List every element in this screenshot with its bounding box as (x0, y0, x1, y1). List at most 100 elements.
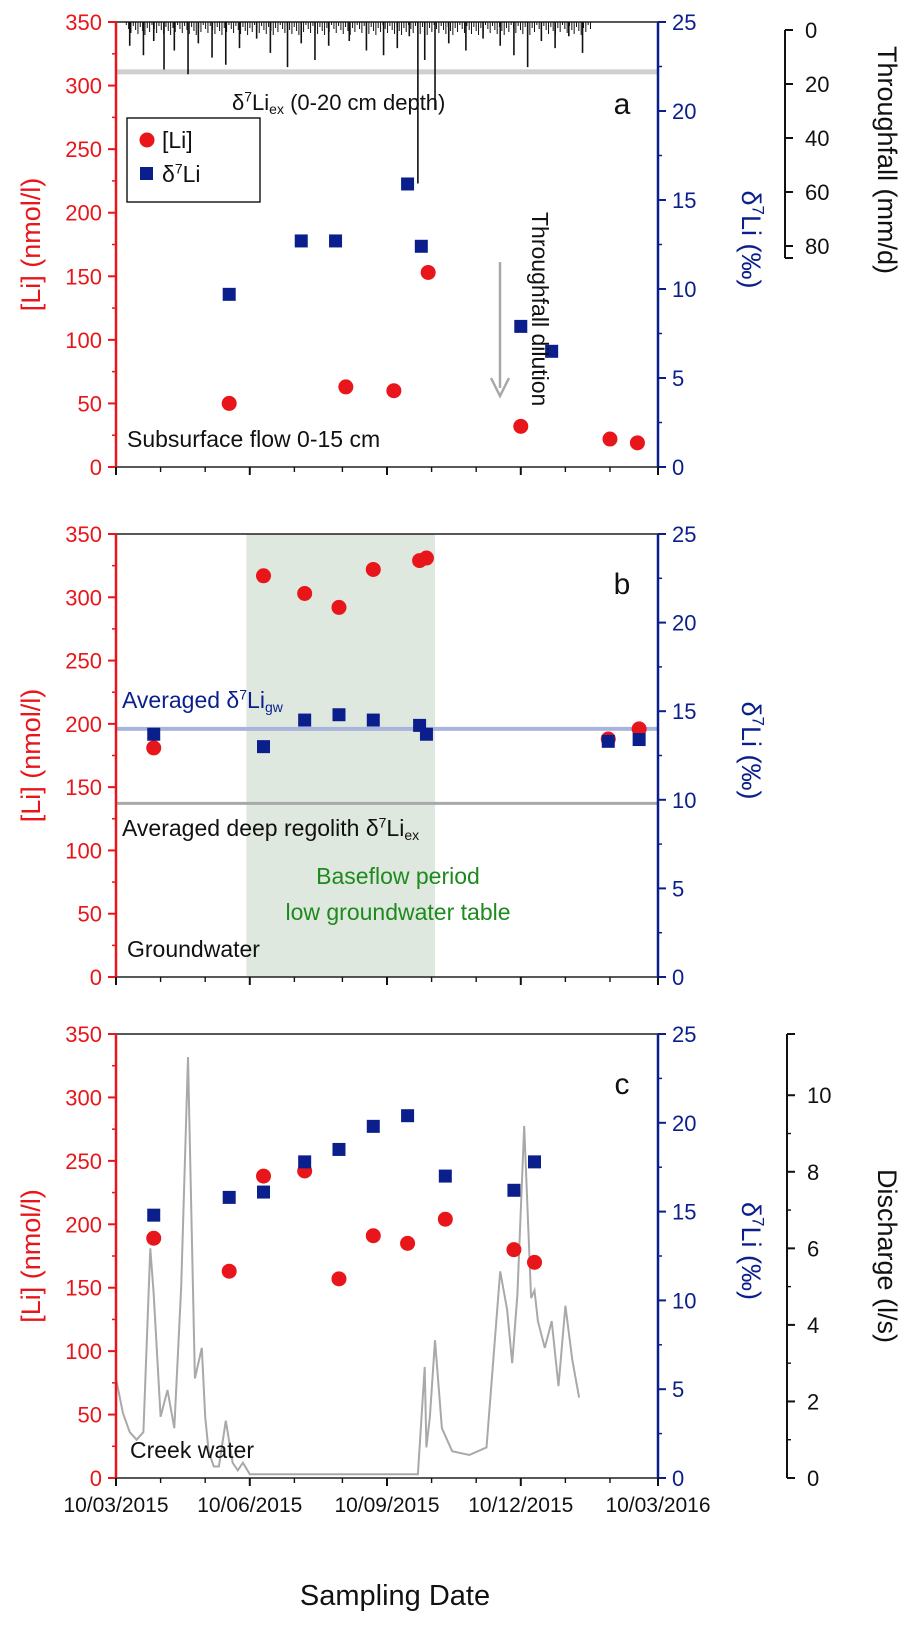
x-tick-label: 10/09/2015 (334, 1494, 439, 1517)
panel-b-right-axis-label-part-2: Li (‰) (736, 726, 766, 800)
panel-b-right-tick-label: 25 (672, 522, 696, 547)
panel-a-right-tick-label: 15 (672, 188, 696, 213)
panel-a-throughfall-tick-label: 40 (805, 126, 829, 151)
x-tick-label: 10/03/2015 (63, 1494, 168, 1517)
panel-c-right-tick-label: 10 (672, 1288, 696, 1313)
panel-a-ref-annotation-part-3: ex (269, 101, 284, 117)
panel-b-groundwater-average-label-part-0: Averaged δ (122, 687, 239, 713)
panel-c-left-tick-label: 200 (65, 1212, 102, 1237)
panel-a-d7li-point (514, 319, 528, 333)
panel-c-li-point (256, 1168, 272, 1184)
panel-b-d7li-point (601, 734, 615, 748)
panel-b-deep-regolith-label: Averaged deep regolith δ7Liex (122, 814, 419, 843)
panel-b-baseflow-label-1: Baseflow period (316, 863, 480, 889)
panel-a-legend-box (126, 117, 261, 203)
x-tick-label: 10/12/2015 (468, 1494, 573, 1517)
panel-b-left-tick-label: 150 (65, 775, 102, 800)
panel-b-li-point (256, 568, 272, 584)
panel-a-legend-d7li-swatch (140, 167, 153, 180)
panel-a-d7li-point (294, 234, 308, 248)
x-tick-label: 10/06/2015 (197, 1494, 302, 1517)
panel-b-left-tick-label: 100 (65, 838, 102, 863)
panel-c-li-point (527, 1254, 543, 1270)
panel-b-d7li-point (147, 727, 161, 741)
panel-c-site-label: Creek water (130, 1437, 254, 1463)
x-tick-label: 10/03/2016 (605, 1494, 710, 1517)
panel-a-throughfall-tick-label: 80 (805, 234, 829, 259)
panel-c-panel-letter: c (615, 1068, 630, 1101)
panel-b-right-tick-label: 0 (672, 965, 684, 990)
panel-c-discharge-tick-label: 4 (807, 1313, 819, 1338)
panel-c-li-point (400, 1235, 416, 1251)
panel-c-left-tick-label: 150 (65, 1276, 102, 1301)
panel-a-li-point (338, 379, 354, 395)
panel-a-left-tick-label: 250 (65, 137, 102, 162)
panel-c-li-point (146, 1230, 162, 1246)
panel-c-li-point (437, 1211, 453, 1227)
panel-a-right-tick-label: 25 (672, 10, 696, 35)
panel-a-right-axis-label: δ7Li (‰) (736, 191, 767, 289)
panel-b-li-point (631, 721, 647, 737)
panel-b-left-axis-label: [Li] (nmol/l) (16, 689, 46, 823)
panel-b-left-tick-label: 0 (90, 965, 102, 990)
panel-c-discharge-axis-label: Discharge (l/s) (872, 1169, 902, 1343)
panel-a-throughfall-tick-label: 60 (805, 180, 829, 205)
panel-c-discharge-tick-label: 6 (807, 1236, 819, 1261)
panel-c-d7li-point (438, 1169, 452, 1183)
panel-a-d7li-point (222, 287, 236, 301)
panel-c-d7li-point (366, 1119, 380, 1133)
panel-c-left-tick-label: 50 (78, 1403, 102, 1428)
panel-a-legend-li-swatch (139, 132, 155, 148)
panel-b-groundwater-average-label-part-3: gw (265, 699, 284, 715)
panel-b-d7li-point (366, 713, 380, 727)
panel-c-discharge-tick-label: 2 (807, 1389, 819, 1414)
panel-b-left-tick-label: 50 (78, 902, 102, 927)
panel-b-li-point (331, 599, 347, 615)
panel-c-right-tick-label: 5 (672, 1377, 684, 1402)
panel-a-right-tick-label: 20 (672, 99, 696, 124)
panel-c-left-tick-label: 0 (90, 1466, 102, 1491)
panel-c-left-tick-label: 300 (65, 1085, 102, 1110)
panel-c-li-point (221, 1263, 237, 1279)
panel-b-li-point (365, 561, 381, 577)
panel-a-left-tick-label: 300 (65, 74, 102, 99)
panel-b-d7li-point (632, 733, 646, 747)
panel-a-ref-annotation-part-4: (0-20 cm depth) (284, 90, 445, 115)
panel-b-deep-regolith-label-part-2: Li (386, 815, 404, 841)
panel-c-left-tick-label: 350 (65, 1022, 102, 1047)
panel-b-li-point (297, 585, 313, 601)
panel-a-left-tick-label: 50 (78, 391, 102, 416)
panel-a-legend-li-label: [Li] (162, 127, 193, 153)
panel-a-dilution-label: Throughfall dilution (527, 212, 553, 406)
panel-c-d7li-point (257, 1185, 271, 1199)
panel-b-left-tick-label: 300 (65, 585, 102, 610)
panel-a-right-tick-label: 10 (672, 277, 696, 302)
panel-a-li-point (420, 264, 436, 280)
panel-a-left-tick-label: 0 (90, 455, 102, 480)
panel-a-d7li-point (329, 234, 343, 248)
panel-b-panel-letter: b (614, 568, 631, 601)
panel-c-discharge-tick-label: 8 (807, 1160, 819, 1185)
panel-a-left-tick-label: 200 (65, 201, 102, 226)
panel-c-right-axis-label-part-1: 7 (748, 1217, 767, 1226)
panel-b-left-tick-label: 250 (65, 649, 102, 674)
panel-b-site-label: Groundwater (127, 936, 260, 962)
panel-a-li-point (602, 431, 618, 447)
panel-b-left-tick-label: 350 (65, 522, 102, 547)
panel-b-right-tick-label: 15 (672, 699, 696, 724)
panel-c-d7li-point (147, 1208, 161, 1222)
panel-b-right-tick-label: 10 (672, 788, 696, 813)
panel-b-groundwater-average-label: Averaged δ7Ligw (122, 686, 284, 715)
panel-a-d7li-point (401, 177, 415, 191)
panel-a-li-point (221, 395, 237, 411)
panel-c-d7li-point (507, 1183, 521, 1197)
panel-c-li-point (506, 1242, 522, 1258)
panel-a-d7li-point (545, 344, 559, 358)
panel-a-ref-annotation-part-0: δ (232, 90, 244, 115)
panel-a-plot-frame (115, 21, 659, 468)
panel-b-li-point (418, 550, 434, 566)
panel-a-left-axis-label: [Li] (nmol/l) (16, 178, 46, 312)
panel-a-ref-annotation-part-1: 7 (244, 89, 252, 105)
panel-a-legend-d7li-label-part-2: Li (183, 161, 201, 187)
